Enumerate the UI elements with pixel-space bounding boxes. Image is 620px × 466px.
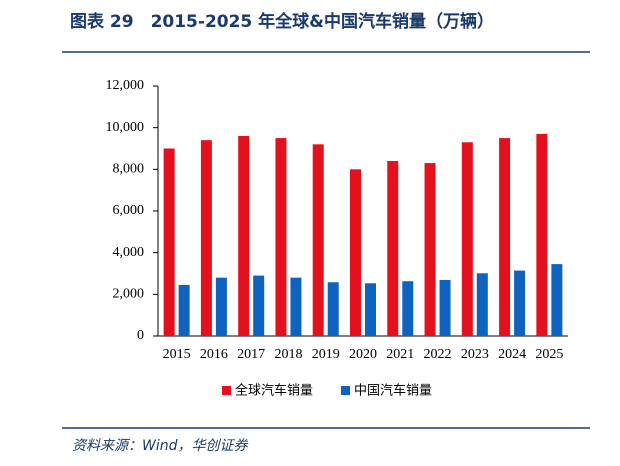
bar bbox=[200, 140, 212, 336]
x-tick-label: 2023 bbox=[461, 347, 489, 362]
y-tick-label: 10,000 bbox=[106, 120, 145, 135]
bar bbox=[551, 264, 563, 336]
bar bbox=[476, 273, 488, 336]
x-tick-label: 2025 bbox=[535, 347, 563, 362]
bar bbox=[312, 144, 324, 336]
y-tick-label: 0 bbox=[137, 328, 144, 343]
legend-swatch bbox=[341, 386, 351, 395]
x-tick-label: 2015 bbox=[163, 347, 191, 362]
bar bbox=[514, 270, 526, 336]
bar bbox=[424, 163, 436, 336]
bar bbox=[238, 136, 250, 336]
x-tick-label: 2021 bbox=[386, 347, 414, 362]
bar bbox=[350, 169, 361, 336]
y-tick-label: 6,000 bbox=[113, 203, 145, 218]
x-tick-label: 2017 bbox=[237, 347, 265, 362]
bar bbox=[499, 138, 511, 336]
y-tick-label: 8,000 bbox=[113, 162, 145, 177]
x-tick-label: 2022 bbox=[424, 347, 452, 362]
bar bbox=[163, 148, 175, 336]
y-tick-label: 2,000 bbox=[113, 287, 145, 302]
legend-label: 中国汽车销量 bbox=[354, 383, 432, 399]
y-tick-label: 4,000 bbox=[113, 245, 145, 260]
bar bbox=[290, 277, 302, 336]
source-note: 资料来源：Wind，华创证券 bbox=[72, 438, 248, 454]
bar bbox=[461, 142, 473, 336]
y-tick-label: 12,000 bbox=[106, 78, 145, 93]
x-tick-label: 2024 bbox=[498, 347, 526, 362]
bar bbox=[387, 161, 399, 336]
bar bbox=[253, 275, 265, 336]
bar bbox=[275, 138, 287, 336]
x-tick-label: 2019 bbox=[312, 347, 340, 362]
x-tick-label: 2018 bbox=[274, 347, 302, 362]
bar bbox=[536, 133, 548, 336]
legend-label: 全球汽车销量 bbox=[235, 383, 313, 399]
bar bbox=[402, 281, 414, 336]
chart-title: 图表 29 2015-2025 年全球&中国汽车销量（万辆） bbox=[70, 11, 494, 32]
bar bbox=[178, 284, 190, 336]
bar bbox=[365, 283, 376, 336]
x-tick-label: 2016 bbox=[200, 347, 228, 362]
bar bbox=[215, 277, 227, 336]
x-tick-label: 2020 bbox=[349, 347, 377, 362]
legend-swatch bbox=[222, 386, 231, 395]
bar bbox=[439, 279, 451, 336]
bar bbox=[327, 282, 339, 336]
